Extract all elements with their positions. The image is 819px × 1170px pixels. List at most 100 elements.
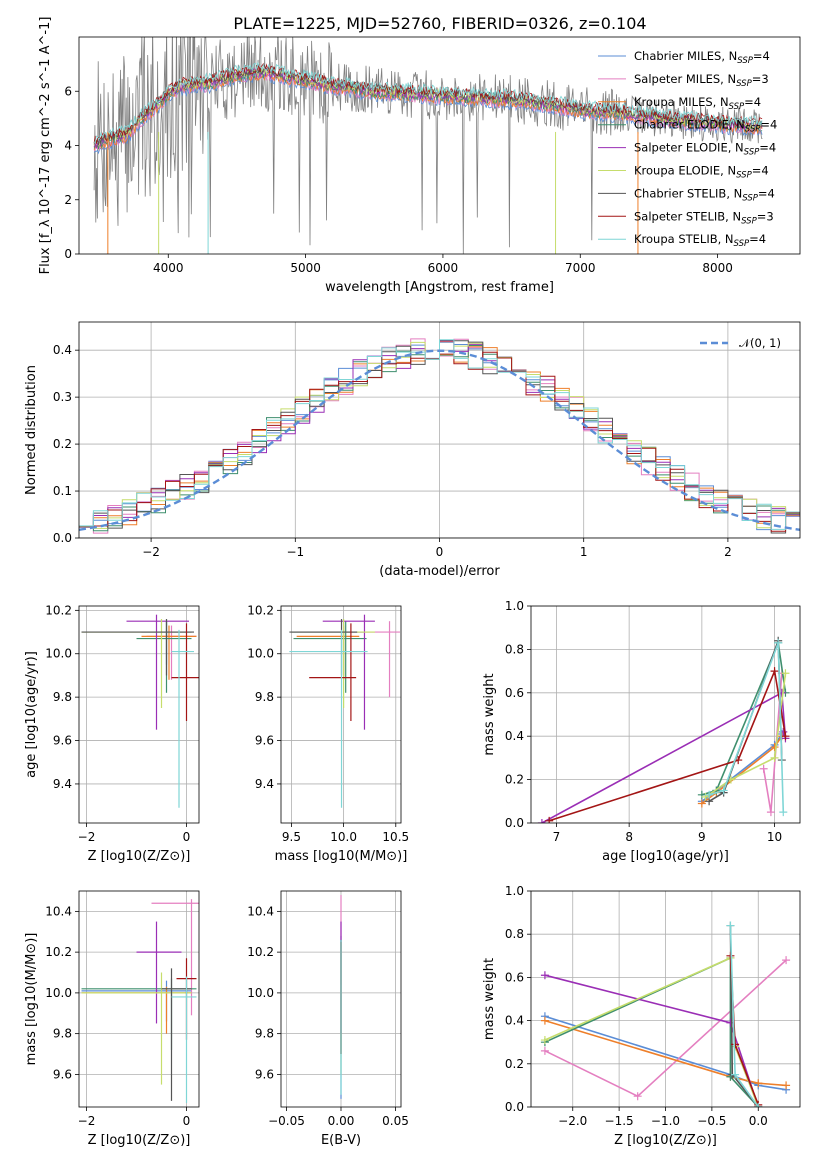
panel-weight_vs_age: 7 8 9 10 0.0 0.2 0.4 0.6 0.8 1.0 age [log10(age/yr… [482,599,801,864]
weight-marker [770,743,779,752]
y-axis-label: mass weight [482,958,497,1040]
y-tick-label: 10.4 [247,904,274,918]
weight-marker [782,1081,791,1090]
x-tick-label: 0.05 [382,1114,409,1128]
y-tick-label: 2 [64,193,72,207]
y-tick-label: 9.8 [255,1027,274,1041]
x-tick-label: 4000 [153,261,184,275]
x-tick-label: 6000 [428,261,459,275]
legend-entry: Kroupa ELODIE, NSSP=4 [634,164,769,181]
panel-age_vs_mass: 9.5 10.0 10.5 9.4 9.6 9.8 10.0 10.2 mass [log10(… [247,603,409,864]
y-tick-label: 0.4 [505,729,524,743]
model-spectrum [93,61,763,145]
y-tick-label: 0 [64,247,72,261]
y-tick-label: 0.4 [53,343,72,357]
y-tick-label: 0.2 [505,1057,524,1071]
panel-mass_vs_ebv: −0.05 0.00 0.05 9.6 9.8 10.0 10.2 10.4 E(B-V) [247,890,409,1148]
y-tick-label: 0.2 [505,773,524,787]
y-tick-label: 0.6 [505,970,524,984]
plot-area-spectrum [93,37,763,254]
x-axis-label: wavelength [Angstrom, rest frame] [325,280,554,295]
axes-frame [280,890,402,1108]
legend-entry: Kroupa MILES, NSSP=4 [634,95,761,112]
y-tick-label: 9.4 [255,777,274,791]
weight-marker [759,764,768,773]
legend-entry: Salpeter MILES, NSSP=3 [634,72,769,89]
axes-frame [78,605,200,824]
normal-curve [79,349,800,531]
x-tick-label: 8000 [702,261,733,275]
x-tick-label: −2 [142,545,160,559]
x-tick-label: −0.5 [697,1114,726,1128]
y-axis-label: mass weight [482,673,497,755]
model-spectrum [93,69,763,150]
y-tick-label: 0.8 [505,642,524,656]
panel-weight_vs_Z: −2.0 −1.5 −1.0 −0.5 0.0 0.0 0.2 0.4 0.6 0.8 1.0 Z [… [482,884,801,1148]
y-tick-label: 4 [64,139,72,153]
x-tick-label: −0.05 [268,1114,305,1128]
residual-legend: 𝒩(0, 1) [700,336,781,350]
weight-marker [781,669,790,678]
y-tick-label: 10.2 [247,945,274,959]
weight-marker [770,753,779,762]
model-spectrum [93,62,763,145]
y-tick-label: 0.6 [505,686,524,700]
x-axis-label: Z [log10(Z/Z⊙)] [88,1133,191,1148]
weight-series [541,691,787,823]
x-tick-label: 0.00 [328,1114,355,1128]
y-tick-label: 10.2 [45,603,72,617]
weight-marker [779,808,788,817]
x-tick-label: 0.0 [749,1114,768,1128]
y-tick-label: 0.8 [505,927,524,941]
x-tick-label: 8 [625,830,633,844]
weight-marker [774,638,783,647]
weight-marker [731,1070,740,1079]
y-tick-label: 10.2 [45,945,72,959]
x-tick-label: −1.5 [605,1114,634,1128]
plot-area-age_vs_Z [79,606,199,823]
x-tick-label: 10.0 [330,830,357,844]
panel-residuals: −2 −1 0 1 2 0.0 0.1 0.2 0.3 0.4 (data-model)/error… [24,321,801,579]
y-tick-label: 9.6 [255,1067,274,1081]
x-axis-label: mass [log10(M/M⊙)] [275,849,408,864]
y-tick-label: 0.2 [53,437,72,451]
y-tick-label: 9.8 [255,690,274,704]
weight-marker [770,667,779,676]
weight-marker [540,1016,549,1025]
y-tick-label: 9.6 [255,734,274,748]
x-axis-label: Z [log10(Z/Z⊙)] [614,1133,717,1148]
axes-frame [530,605,801,824]
y-tick-label: 0.3 [53,390,72,404]
x-tick-label: −1.0 [651,1114,680,1128]
x-axis-label: Z [log10(Z/Z⊙)] [88,849,191,864]
weight-marker [766,808,775,817]
y-tick-label: 10.2 [247,603,274,617]
x-tick-label: −2 [78,1114,96,1128]
weight-marker [726,951,735,960]
x-tick-label: 0 [436,545,444,559]
weight-marker [726,921,735,930]
y-tick-label: 9.8 [53,690,72,704]
weight-marker [697,790,706,799]
y-axis-label: Flux [f_λ 10^-17 erg cm^-2 s^-1 A^-1] [38,17,53,275]
figure-title: PLATE=1225, MJD=52760, FIBERID=0326, z=0… [233,14,646,33]
weight-marker [754,1079,763,1088]
legend-entry: Chabrier STELIB, NSSP=4 [634,186,775,203]
x-tick-label: 9.5 [282,830,301,844]
residual-histogram [79,339,800,530]
y-tick-label: 0.0 [53,531,72,545]
weight-marker [697,799,706,808]
weight-marker [540,1046,549,1055]
plot-area-age_vs_mass [281,606,401,823]
x-axis-label: E(B-V) [321,1133,361,1148]
y-tick-label: 9.4 [53,777,72,791]
legend-entry: Chabrier ELODIE, NSSP=4 [634,118,777,135]
weight-series [544,974,760,1107]
weight-series [544,1019,787,1087]
legend-entry: 𝒩(0, 1) [739,336,781,350]
x-tick-label: 7 [553,830,561,844]
plot-area-weight_vs_Z [531,891,800,1107]
axes-frame [78,321,801,539]
x-axis-label: age [log10(age/yr)] [602,849,729,864]
weight-marker [731,1040,740,1049]
